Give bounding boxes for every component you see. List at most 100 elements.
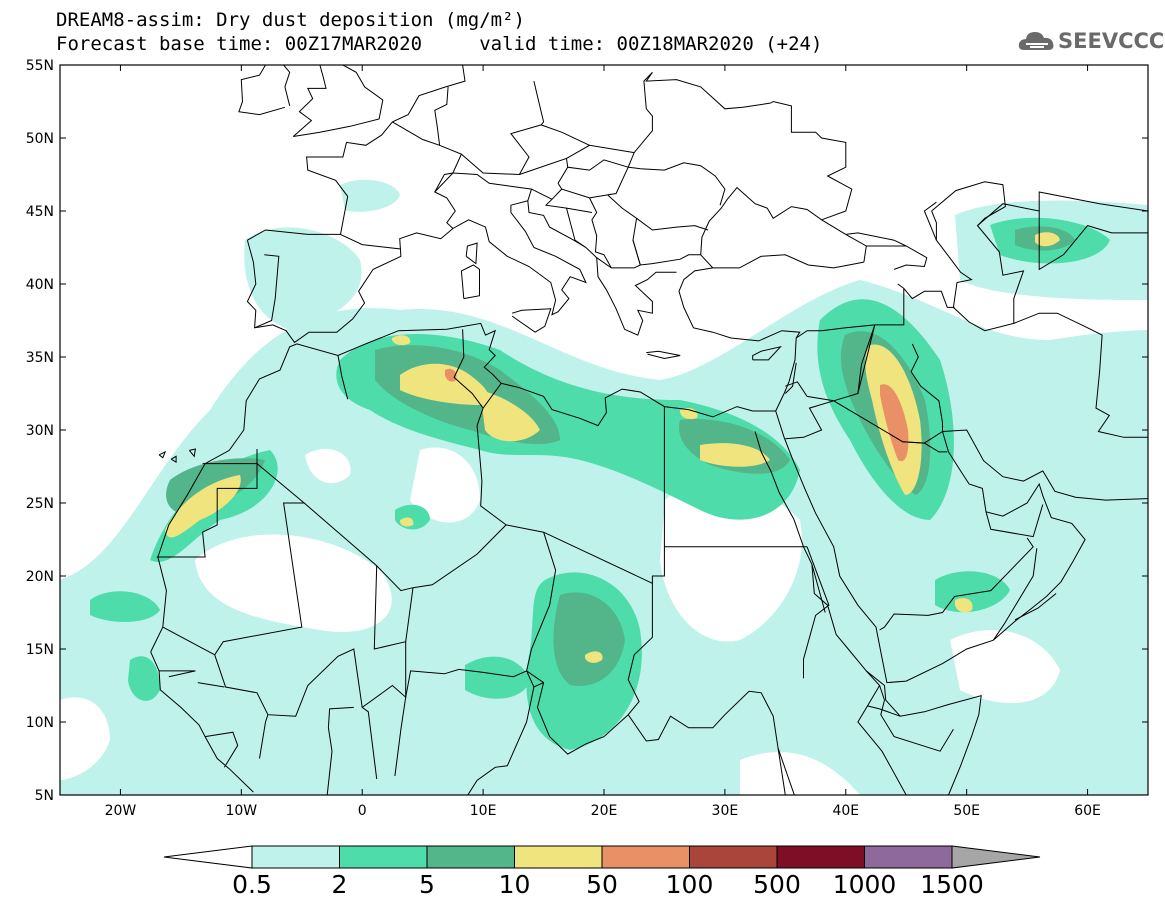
logo-text: SEEVCCC (1058, 29, 1165, 53)
coastline-segment (205, 731, 239, 768)
colorbar-label: 5 (419, 870, 435, 899)
colorbar-label: 10 (498, 870, 531, 899)
coastline-segment (784, 362, 797, 394)
coastline-segment (924, 442, 948, 453)
coastlines-and-borders (150, 65, 1148, 795)
coastline-segment (752, 345, 782, 361)
lon-label: 20E (591, 803, 618, 819)
coastline-segment (857, 705, 907, 795)
coastline-segment (465, 242, 478, 265)
coastline-segment (931, 181, 1025, 332)
coastline-segment (189, 448, 197, 458)
coastline-segment (511, 308, 552, 333)
coastline-segment (977, 203, 1148, 271)
lat-label: 40N (26, 277, 54, 293)
no-deposition-gaps (60, 447, 1060, 795)
colorbar-swatch (514, 845, 603, 869)
coastline-segment (785, 381, 834, 440)
coastline-segment (214, 463, 306, 656)
lat-label: 10N (26, 715, 54, 731)
coastline-segment (566, 207, 587, 248)
coastline-segment (170, 455, 177, 463)
lon-label: 50E (953, 803, 980, 819)
lat-label: 50N (26, 131, 54, 147)
coastline-segment (866, 245, 928, 270)
coastline-segment (628, 162, 726, 206)
colorbar-label: 50 (586, 870, 618, 899)
colorbar-swatch (776, 845, 865, 869)
coastline-segment (326, 706, 354, 795)
coastline-segment (303, 383, 507, 592)
colorbar-label: 1500 (920, 870, 984, 899)
coastline-segment (596, 257, 612, 269)
lat-label: 5N (35, 788, 54, 804)
colorbar-label: 500 (753, 870, 801, 899)
colorbar-swatch (864, 845, 953, 869)
coastline-segment (292, 65, 327, 137)
coastline-segment (159, 670, 196, 678)
colorbar-label: 2 (331, 870, 348, 899)
coastline-segment (678, 254, 864, 412)
coastline-segment (405, 668, 527, 698)
colorbar-swatch (601, 845, 690, 869)
coastline-segment (627, 583, 653, 716)
lat-label: 15N (26, 642, 54, 658)
colorbar-label: 100 (665, 870, 714, 899)
coastline-segment (775, 410, 785, 438)
coastline-segment (158, 450, 167, 459)
coastline-segment (453, 329, 484, 409)
lat-label: 25N (26, 496, 54, 512)
coastline-segment (461, 80, 545, 176)
coastline-segment (259, 714, 269, 759)
coastline-segment (645, 72, 771, 110)
coastline-segment (632, 240, 701, 266)
coastline-segment (405, 587, 414, 642)
lat-label: 55N (26, 58, 54, 74)
coastline-segment (903, 288, 955, 308)
map-title: DREAM8-assim: Dry dust deposition (mg/m²… (56, 9, 525, 31)
lon-label: 10E (470, 803, 497, 819)
lon-label: 20W (105, 803, 137, 819)
coastline-segment (156, 463, 258, 558)
deposition-layer-50 (445, 368, 909, 462)
lat-label: 20N (26, 569, 54, 585)
coastline-segment (162, 626, 215, 656)
coastline-segment (337, 355, 349, 400)
coastline-segment (923, 201, 937, 241)
coastline-segment (845, 232, 907, 247)
coastline-segment (361, 706, 378, 779)
coastline-segment (880, 699, 954, 752)
coastline-segment (254, 254, 280, 329)
lon-label: 30E (712, 803, 739, 819)
colorbar-label: 1000 (832, 870, 897, 899)
colorbar-under-arrow (163, 845, 253, 869)
coastline-segment (150, 322, 776, 653)
colorbar-swatch (339, 845, 428, 869)
cloud-logo-icon (1018, 32, 1054, 50)
coastline-segment (1014, 593, 1057, 621)
seevccc-logo: SEEVCCC (1018, 26, 1164, 56)
coastline-segment (197, 682, 225, 688)
coastline-segment (754, 431, 982, 795)
coastline-segment (293, 65, 384, 137)
coastline-segment (770, 100, 853, 221)
coastline-segment (460, 264, 480, 300)
coastline-segment (394, 697, 407, 777)
coastline-segment (540, 124, 590, 146)
lon-label: 0 (358, 803, 367, 819)
coastline-segment (910, 343, 943, 432)
colorbar-swatch (251, 845, 340, 869)
coastline-segment (246, 200, 677, 344)
coastline-segment (879, 537, 1034, 631)
colorbar-swatch (426, 845, 515, 869)
coastline-segment (238, 65, 291, 116)
coastline-segment (783, 431, 1086, 684)
lat-label: 45N (26, 204, 54, 220)
coastline-segment (811, 564, 826, 613)
coastline-segment (992, 548, 1038, 641)
coastline-segment (340, 233, 401, 250)
lat-label: 30N (26, 423, 54, 439)
lon-label: 60E (1074, 803, 1101, 819)
coastline-segment (1038, 191, 1148, 212)
